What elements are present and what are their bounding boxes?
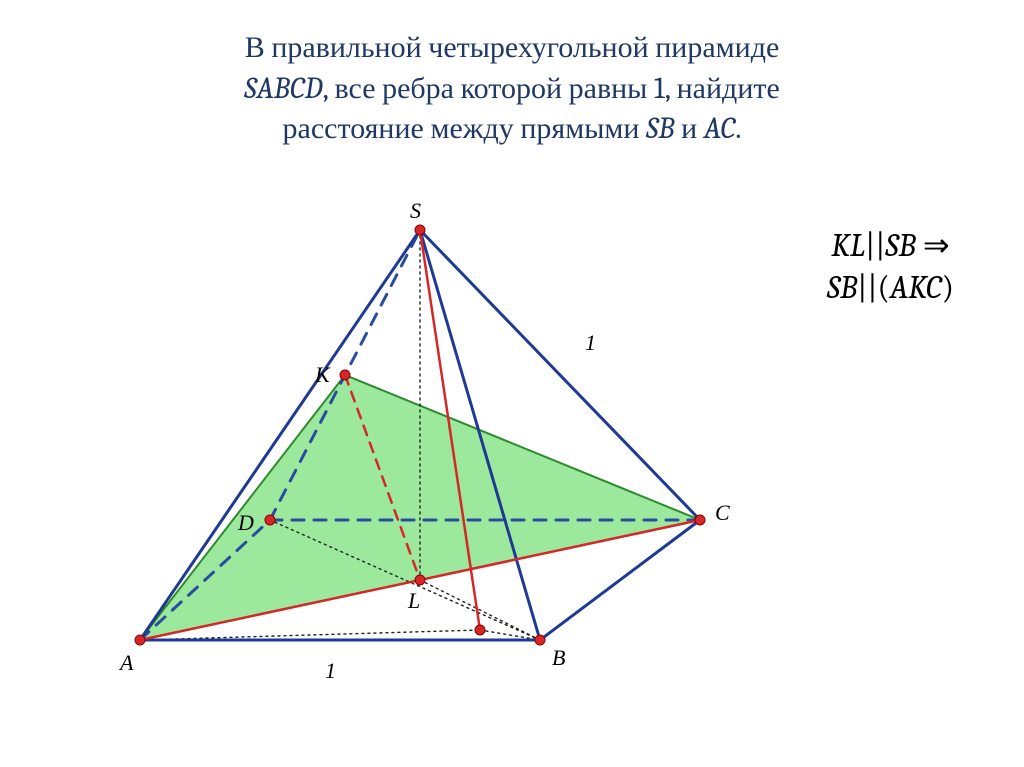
title-pyramid-name: SABCD — [244, 71, 322, 106]
pyramid-diagram: A B C D S K L 1 1 — [110, 200, 750, 724]
title-line3-post: . — [735, 111, 741, 146]
close-paren: ) — [942, 269, 954, 306]
svg-text:A: A — [118, 650, 134, 675]
title-line3-pre: расстояние между прямыми — [283, 111, 646, 146]
svg-text:D: D — [237, 510, 254, 535]
svg-text:1: 1 — [585, 330, 596, 355]
par1: || — [865, 227, 885, 264]
svg-text:B: B — [552, 645, 565, 670]
open-paren: ( — [878, 269, 890, 306]
pyramid-svg: A B C D S K L 1 1 — [110, 200, 750, 720]
svg-text:K: K — [314, 362, 331, 387]
title-line2-post: , все ребра которой равны 1, найдите — [323, 71, 780, 106]
title-and: и — [675, 111, 704, 146]
arrow-sym: ⇒ — [916, 227, 950, 264]
title-ac: AC — [704, 111, 736, 146]
kl-sym: KL — [831, 227, 865, 264]
svg-text:C: C — [715, 500, 730, 525]
sb1-sym: SB — [885, 227, 915, 264]
svg-text:L: L — [407, 588, 420, 613]
akc-sym: AKC — [890, 269, 942, 306]
svg-text:S: S — [410, 200, 421, 223]
svg-text:1: 1 — [325, 658, 336, 683]
title-line1: В правильной четырехугольной пирамиде — [245, 30, 780, 65]
sb2-sym: SB — [827, 269, 857, 306]
title-sb: SB — [646, 111, 675, 146]
derivation-text: KL||SB ⇒ SB||(AKC) — [827, 225, 954, 308]
par2: || — [857, 269, 877, 306]
problem-title: В правильной четырехугольной пирамиде SA… — [0, 0, 1024, 150]
